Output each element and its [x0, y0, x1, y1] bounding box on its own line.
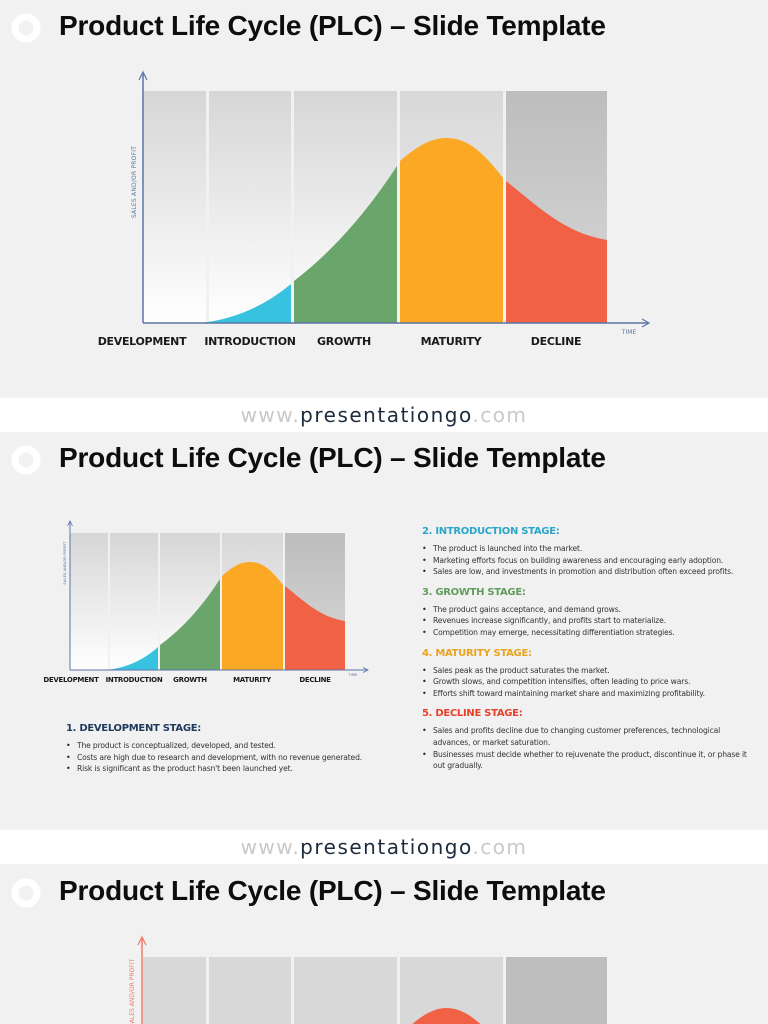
decline-area	[506, 181, 607, 323]
maturity-stage-heading: 4. MATURITY STAGE:	[422, 647, 532, 659]
x-axis-label: TIME	[621, 329, 637, 336]
slide-3: Product Life Cycle (PLC) – Slide Templat…	[0, 865, 768, 1024]
maturity-area	[400, 138, 503, 323]
decline-stage-heading: 5. DECLINE STAGE:	[422, 708, 523, 720]
plc-chart: SALES AND/OR PROFIT TIME	[131, 70, 651, 336]
footer-prefix: www.	[240, 835, 301, 859]
footer-website[interactable]: www.presentationgo.com	[0, 830, 768, 864]
stage-label-introduction: INTRODUCTION	[204, 335, 296, 348]
decline-stage-block: 5. DECLINE STAGE: Sales and profits decl…	[422, 708, 752, 771]
introduction-bullet: Sales are low, and investments in promot…	[422, 566, 752, 578]
footer-brand: presentationgo	[300, 403, 473, 427]
maturity-stage-block: 4. MATURITY STAGE: Sales peak as the pro…	[422, 648, 752, 700]
maturity-bullet: Growth slows, and competition intensifie…	[422, 676, 752, 688]
stage-label-decline: DECLINE	[299, 676, 331, 684]
growth-stage-heading: 3. GROWTH STAGE:	[422, 586, 526, 598]
logo-icon	[11, 445, 41, 475]
footer-suffix: .com	[472, 403, 528, 427]
stage-label-growth: GROWTH	[317, 335, 371, 348]
maturity-bullet: Sales peak as the product saturates the …	[422, 665, 752, 677]
growth-bullet: The product gains acceptance, and demand…	[422, 604, 752, 616]
development-bullet: Risk is significant as the product hasn'…	[66, 763, 396, 775]
introduction-bullet: The product is launched into the market.	[422, 543, 752, 555]
slide-title: Product Life Cycle (PLC) – Slide Templat…	[59, 10, 606, 41]
stage-label-growth: GROWTH	[173, 676, 207, 684]
plc-chart-small: SALES AND/OR PROFIT TIME	[62, 520, 369, 677]
stage-label-maturity: MATURITY	[420, 335, 482, 348]
svg-text:SALES AND/OR PROFIT: SALES AND/OR PROFIT	[129, 959, 136, 1024]
footer-suffix: .com	[472, 835, 528, 859]
maturity-bullet: Efforts shift toward maintaining market …	[422, 688, 752, 700]
slide-title: Product Life Cycle (PLC) – Slide Templat…	[59, 875, 606, 906]
growth-bullet: Revenues increase significantly, and pro…	[422, 615, 752, 627]
footer-website[interactable]: www.presentationgo.com	[0, 398, 768, 432]
svg-text:SALES AND/OR PROFIT: SALES AND/OR PROFIT	[62, 541, 67, 585]
logo-icon	[11, 13, 41, 43]
svg-text:TIME: TIME	[347, 672, 358, 677]
stage-descriptions: 2. INTRODUCTION STAGE: The product is la…	[422, 526, 752, 781]
development-bullet: Costs are high due to research and devel…	[66, 752, 396, 764]
introduction-stage-heading: 2. INTRODUCTION STAGE:	[422, 526, 560, 537]
growth-area	[294, 166, 397, 323]
stage-label-development: DEVELOPMENT	[43, 676, 99, 684]
growth-bullet: Competition may emerge, necessitating di…	[422, 627, 752, 639]
stage-label-development: DEVELOPMENT	[97, 335, 187, 348]
growth-stage-block: 3. GROWTH STAGE: The product gains accep…	[422, 587, 752, 639]
development-bullet: The product is conceptualized, developed…	[66, 740, 396, 752]
stage-label-introduction: INTRODUCTION	[105, 676, 163, 684]
y-axis-label: SALES AND/OR PROFIT	[131, 146, 138, 218]
stage-label-decline: DECLINE	[530, 335, 582, 348]
development-stage-heading: 1. DEVELOPMENT STAGE:	[66, 723, 201, 734]
stage-label-maturity: MATURITY	[233, 676, 271, 684]
decline-bullet: Businesses must decide whether to rejuve…	[422, 749, 752, 772]
slide-title: Product Life Cycle (PLC) – Slide Templat…	[59, 442, 606, 473]
plc-chart-partial: SALES AND/OR PROFIT	[129, 935, 607, 1024]
slide-2: Product Life Cycle (PLC) – Slide Templat…	[0, 432, 768, 830]
footer-brand: presentationgo	[300, 835, 473, 859]
introduction-bullet: Marketing efforts focus on building awar…	[422, 555, 752, 567]
introduction-area	[200, 284, 291, 323]
footer-prefix: www.	[240, 403, 301, 427]
development-stage-block: 1. DEVELOPMENT STAGE: The product is con…	[66, 723, 396, 775]
logo-icon	[11, 878, 41, 908]
slide-1: Product Life Cycle (PLC) – Slide Templat…	[0, 0, 768, 398]
introduction-stage-block: 2. INTRODUCTION STAGE: The product is la…	[422, 526, 752, 578]
decline-bullet: Sales and profits decline due to changin…	[422, 725, 752, 748]
